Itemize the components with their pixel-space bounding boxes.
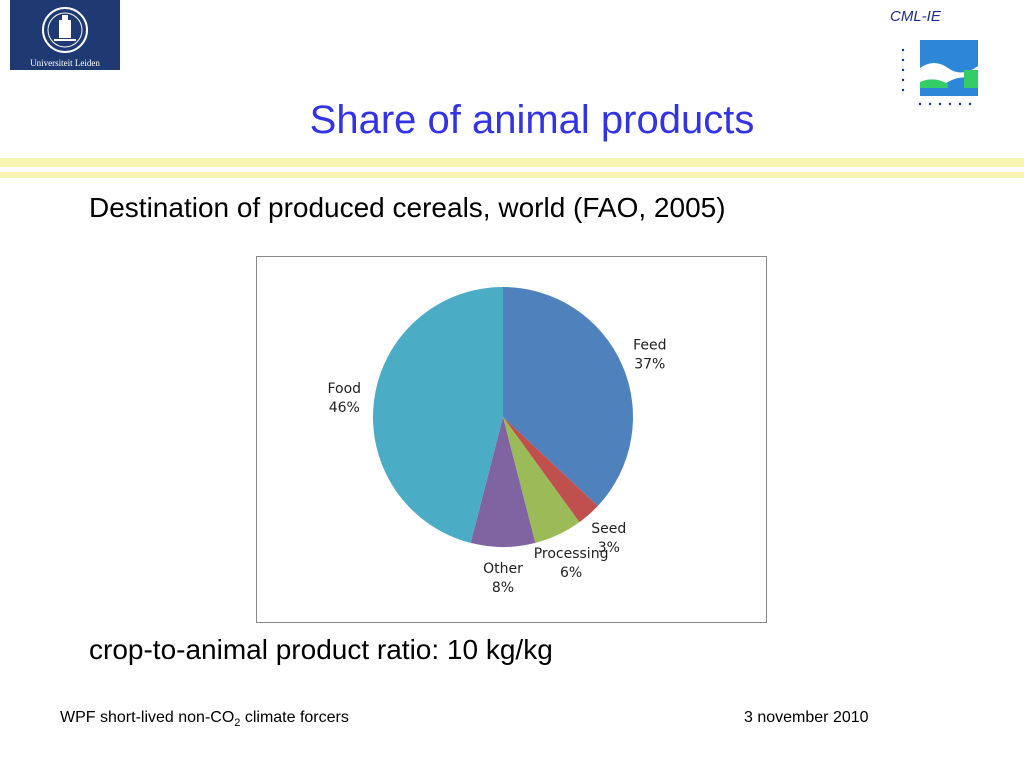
slice-name-processing: Processing [534, 546, 609, 562]
slide-title: Share of animal products [309, 98, 755, 142]
pie-slice-seed [503, 417, 598, 523]
ratio-text: crop-to-animal product ratio: 10 kg/kg [89, 634, 553, 665]
slice-name-seed: Seed [591, 521, 626, 537]
cml-logo-icon [901, 40, 978, 106]
pie-slice-feed [503, 287, 634, 506]
footer-event-subscript: 2 [234, 717, 241, 730]
chart-subtitle: Destination of produced cereals, world (… [89, 192, 726, 223]
slice-label-feed: Feed 37% [633, 338, 666, 373]
slice-value-other: 8% [492, 580, 514, 596]
footer-event-suffix: climate forcers [240, 709, 349, 726]
pie-chart-svg: Feed 37% Seed 3%Processing 6% Other 8% Food 46% [328, 287, 667, 596]
pie-slice-food [372, 287, 503, 543]
university-logo: Universiteit Leiden [10, 0, 120, 70]
footer-event: WPF short-lived non-CO2 climate forcers [60, 709, 349, 729]
slice-value-seed: 3% [598, 540, 620, 556]
pie-slice-processing [503, 417, 580, 543]
footer-event-prefix: WPF short-lived non-CO [60, 709, 235, 726]
slice-name-feed: Feed [633, 338, 666, 354]
slice-label-seed: Seed 3% [591, 521, 626, 556]
footer-date: 3 november 2010 [744, 709, 869, 726]
slice-name-food: Food [328, 381, 362, 397]
divider-bottom [0, 172, 1024, 178]
university-seal-icon [42, 7, 88, 53]
divider-top [0, 158, 1024, 167]
org-tag: CML-IE [890, 8, 941, 25]
slice-value-processing: 6% [560, 565, 582, 581]
slice-value-feed: 37% [634, 357, 665, 373]
pie-slice-other [470, 417, 536, 548]
pie-chart: Feed 37% Seed 3% Processing 6% Other 8% Food 46% [256, 256, 767, 623]
slice-label-processing: Processing 6% [534, 546, 609, 581]
slice-value-food: 46% [329, 400, 360, 416]
slice-name-other: Other [483, 561, 523, 577]
slice-label-food: Food 46% [328, 381, 362, 416]
slice-label-other: Other 8% [483, 561, 523, 596]
logo-text: Universiteit Leiden [30, 58, 100, 68]
